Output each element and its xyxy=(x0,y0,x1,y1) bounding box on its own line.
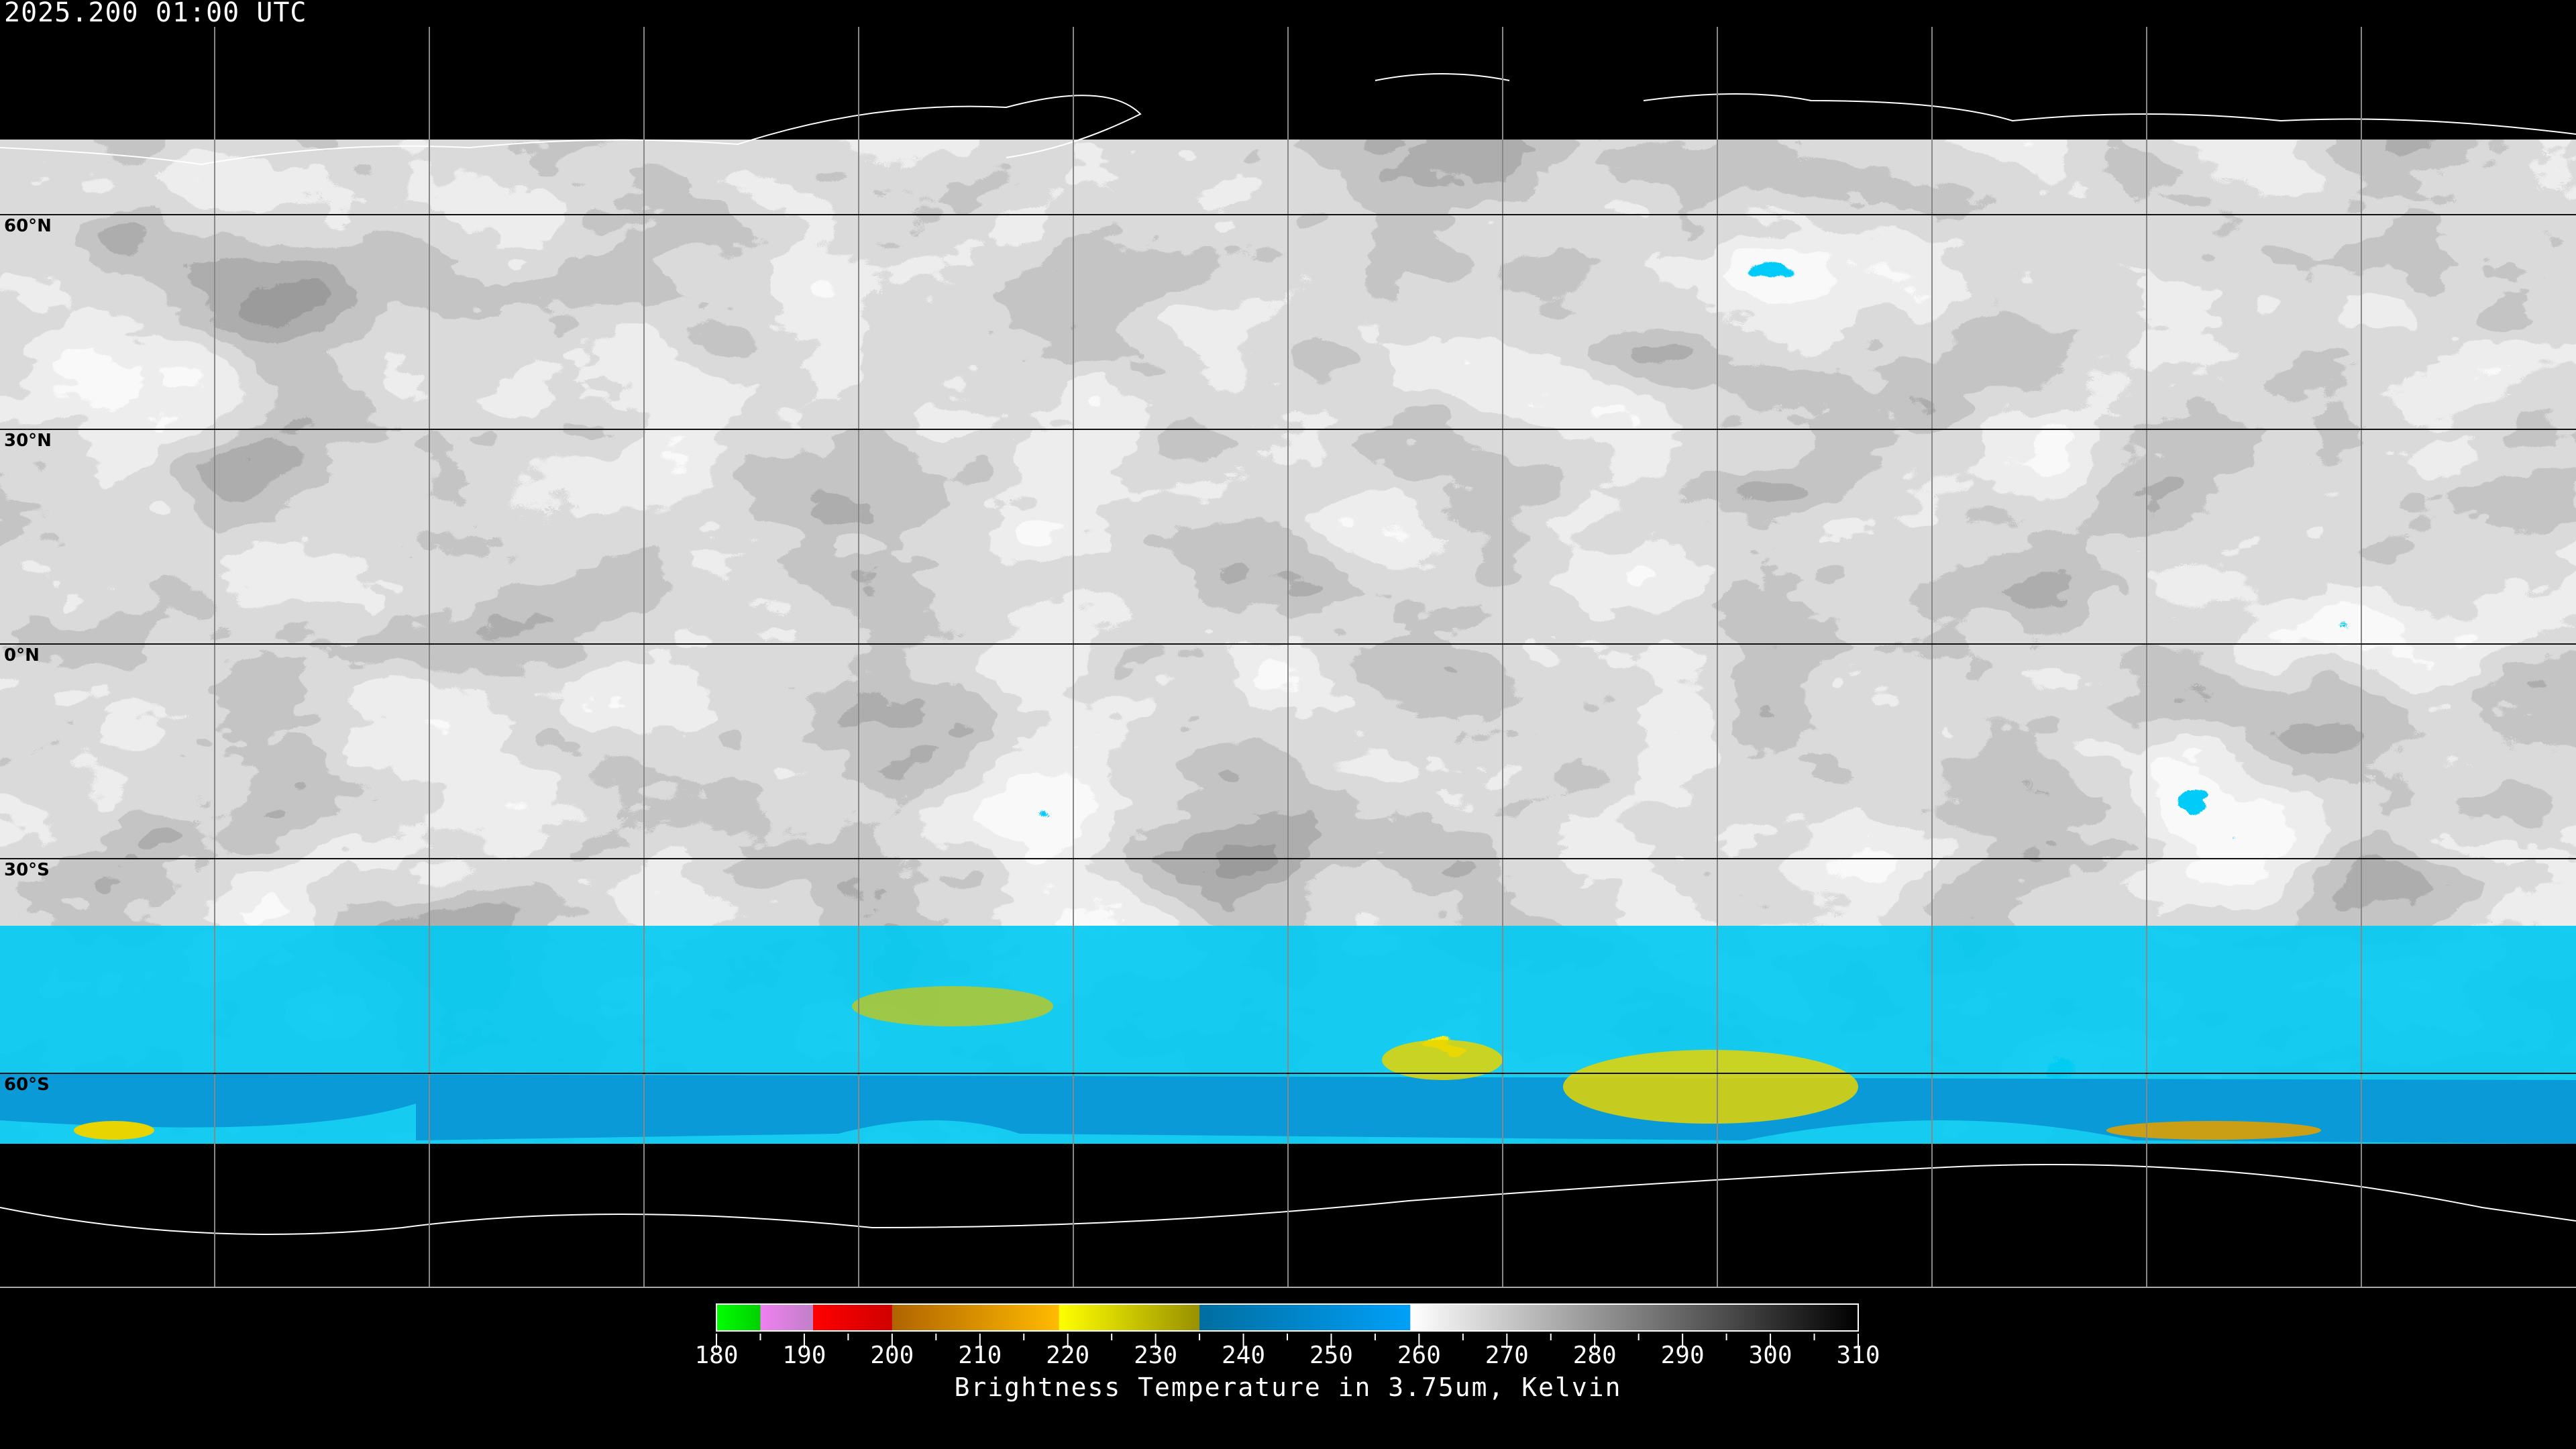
colorbar-segment xyxy=(892,1304,1060,1331)
lat-label-60s: 60°S xyxy=(4,1075,50,1095)
colorbar-tick-label: 250 xyxy=(1309,1342,1353,1369)
coastlines xyxy=(0,73,2576,1235)
map-border xyxy=(0,1287,2576,1288)
lat-label-30s: 30°S xyxy=(4,860,50,880)
colorbar-tick-label: 300 xyxy=(1749,1342,1792,1369)
colorbar-tick-label: 220 xyxy=(1046,1342,1089,1369)
colorbar-segment xyxy=(1059,1304,1200,1331)
colorbar-tick-label: 240 xyxy=(1222,1342,1265,1369)
colorbar-frame xyxy=(716,1303,1859,1332)
colorbar-tick-label: 290 xyxy=(1661,1342,1705,1369)
colorbar-tick-label: 180 xyxy=(694,1342,738,1369)
lat-label-30n: 30°N xyxy=(4,431,52,451)
colorbar-segment xyxy=(813,1304,893,1331)
colorbar-segment xyxy=(1410,1304,1859,1331)
colorbar-tick-label: 280 xyxy=(1573,1342,1617,1369)
colorbar-segment xyxy=(1199,1304,1411,1331)
timestamp-title: 2025.200 01:00 UTC xyxy=(4,0,307,28)
colorbar-tick-label: 270 xyxy=(1485,1342,1529,1369)
colorbar-tick-label: 190 xyxy=(782,1342,826,1369)
lat-label-60n: 60°N xyxy=(4,216,52,236)
colorbar-tick-label: 230 xyxy=(1134,1342,1177,1369)
colorbar-tick-label: 260 xyxy=(1397,1342,1441,1369)
lat-label-0: 0°N xyxy=(4,645,40,665)
satellite-map xyxy=(0,27,2576,1288)
colorbar-tick-label: 310 xyxy=(1836,1342,1880,1369)
graticule xyxy=(0,27,2576,1288)
colorbar-segment xyxy=(716,1304,761,1331)
colorbar-segment xyxy=(760,1304,814,1331)
colorbar: 180 190 200 210 220 230 240 250 260 270 280 290 300 3… xyxy=(694,1303,1880,1369)
colorbar-tick-label: 210 xyxy=(958,1342,1002,1369)
colorbar-tick-label: 200 xyxy=(870,1342,914,1369)
colorbar-label: Brightness Temperature in 3.75um, Kelvin xyxy=(954,1373,1622,1402)
